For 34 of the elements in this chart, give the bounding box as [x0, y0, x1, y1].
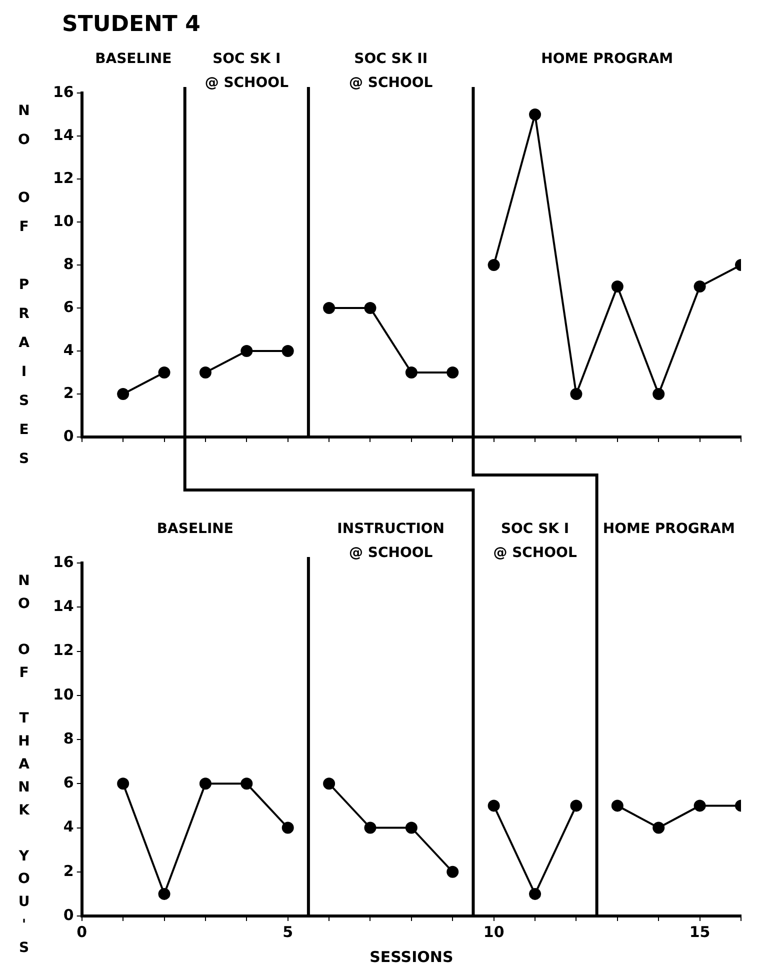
y-tick-label: 8	[63, 729, 74, 748]
y-tick-label: 0	[63, 426, 74, 445]
y-tick-label: 6	[63, 774, 74, 792]
y-tick-label: 2	[63, 384, 74, 402]
y-tick-label: 4	[63, 818, 74, 836]
y-tick-label: 0	[63, 906, 74, 924]
y-tick-label: 14	[53, 126, 74, 144]
x-tick-label: 15	[689, 922, 710, 941]
y-tick-label: 2	[63, 862, 74, 880]
text: HOME PROGRAM	[541, 51, 674, 67]
chart-title: STUDENT 4	[62, 12, 200, 37]
x-tick-label: 10	[483, 922, 504, 941]
y-tick-label: 12	[53, 168, 74, 187]
y-tick-label: 12	[53, 641, 74, 660]
x-tick-label: 0	[76, 922, 88, 941]
text: BASELINE	[95, 51, 172, 67]
text: BASELINE	[156, 521, 234, 537]
y-axis-title: NO OF PRAISES	[16, 103, 32, 480]
y-tick-label: 10	[53, 212, 74, 230]
text: SOC SK II @ SCHOOL	[349, 51, 433, 91]
y-tick-label: 6	[63, 298, 74, 316]
y-tick-label: 10	[53, 685, 74, 704]
text: SOC SK I @ SCHOOL	[204, 51, 289, 91]
text: INSTRUCTION @ SCHOOL	[337, 521, 445, 561]
y-tick-label: 14	[53, 597, 74, 616]
x-axis-title: SESSIONS	[370, 948, 454, 966]
y-tick-label: 16	[53, 552, 74, 571]
y-tick-label: 16	[53, 82, 74, 101]
text: HOME PROGRAM	[602, 521, 735, 537]
y-axis-title: NO OF THANK YOU'S	[16, 573, 32, 963]
y-tick-label: 8	[63, 254, 74, 273]
x-tick-label: 5	[282, 922, 294, 941]
text: SOC SK I @ SCHOOL	[493, 521, 577, 561]
y-tick-label: 4	[63, 340, 74, 359]
